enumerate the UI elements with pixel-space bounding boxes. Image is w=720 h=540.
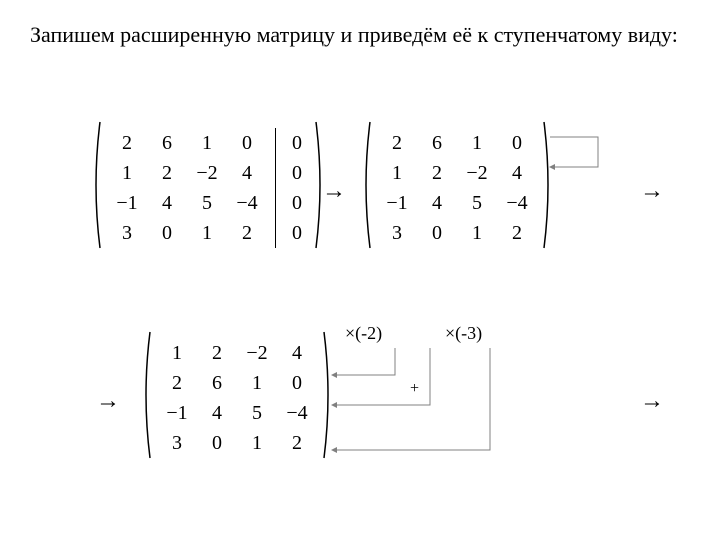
m3-r0c1: 2 [197, 342, 237, 365]
m3-r1c3: 0 [277, 372, 317, 395]
m1-r2c0: −1 [107, 192, 147, 215]
m2-r3c2: 1 [457, 222, 497, 245]
m3-r1c1: 6 [197, 372, 237, 395]
m3-r0c3: 4 [277, 342, 317, 365]
m3-r3c0: 3 [157, 432, 197, 455]
m1-r3c1: 0 [147, 222, 187, 245]
m2-r2c1: 4 [417, 192, 457, 215]
left-paren-icon [90, 120, 102, 256]
m2-r1c2: −2 [457, 162, 497, 185]
m3-r2c2: 5 [237, 402, 277, 425]
m3-r2c3: −4 [277, 402, 317, 425]
m2-r3c3: 2 [497, 222, 537, 245]
m2-r2c3: −4 [497, 192, 537, 215]
left-paren-icon [140, 330, 152, 466]
m2-r0c3: 0 [497, 132, 537, 155]
m3-r0c2: −2 [237, 342, 277, 365]
row-op-arrows-icon [330, 330, 530, 470]
m1-r1c1: 2 [147, 162, 187, 185]
augment-bar [275, 128, 277, 248]
intro-text: Запишем расширенную матрицу и приведём е… [30, 20, 690, 50]
swap-rows-annotation-icon [548, 122, 618, 182]
m3-r3c3: 2 [277, 432, 317, 455]
m2-r0c2: 1 [457, 132, 497, 155]
m2-r1c1: 2 [417, 162, 457, 185]
m3-r1c0: 2 [157, 372, 197, 395]
m1-r1c2: −2 [187, 162, 227, 185]
m1-r0c3: 0 [227, 132, 267, 155]
m3-r2c0: −1 [157, 402, 197, 425]
m2-r1c3: 4 [497, 162, 537, 185]
m1-r3c0: 3 [107, 222, 147, 245]
m3-r0c0: 1 [157, 342, 197, 365]
m2-r3c0: 3 [377, 222, 417, 245]
m1-r2c1: 4 [147, 192, 187, 215]
m1-r2c3: −4 [227, 192, 267, 215]
m1-r0c2: 1 [187, 132, 227, 155]
m1-aug1: 0 [285, 162, 309, 185]
m2-r0c0: 2 [377, 132, 417, 155]
m1-aug2: 0 [285, 192, 309, 215]
arrow-3: → [96, 388, 120, 415]
matrix-3: 12−24 2610 −145−4 3012 [140, 330, 334, 466]
m3-r2c1: 4 [197, 402, 237, 425]
matrix-2: 2610 12−24 −145−4 3012 [360, 120, 554, 256]
m1-r1c3: 4 [227, 162, 267, 185]
m1-r0c1: 6 [147, 132, 187, 155]
m1-r0c0: 2 [107, 132, 147, 155]
m2-r1c0: 1 [377, 162, 417, 185]
m3-r1c2: 1 [237, 372, 277, 395]
m1-r1c0: 1 [107, 162, 147, 185]
m1-r3c3: 2 [227, 222, 267, 245]
m3-r3c2: 1 [237, 432, 277, 455]
arrow-2: → [640, 178, 664, 205]
m2-r3c1: 0 [417, 222, 457, 245]
m1-aug0: 0 [285, 132, 309, 155]
m1-r2c2: 5 [187, 192, 227, 215]
m2-r2c0: −1 [377, 192, 417, 215]
left-paren-icon [360, 120, 372, 256]
m2-r2c2: 5 [457, 192, 497, 215]
m3-r3c1: 0 [197, 432, 237, 455]
matrix-1: 2610 12−24 −145−4 3012 0 0 0 0 [90, 120, 326, 256]
m1-aug3: 0 [285, 222, 309, 245]
m1-r3c2: 1 [187, 222, 227, 245]
arrow-1: → [322, 178, 346, 205]
m2-r0c1: 6 [417, 132, 457, 155]
arrow-4: → [640, 388, 664, 415]
